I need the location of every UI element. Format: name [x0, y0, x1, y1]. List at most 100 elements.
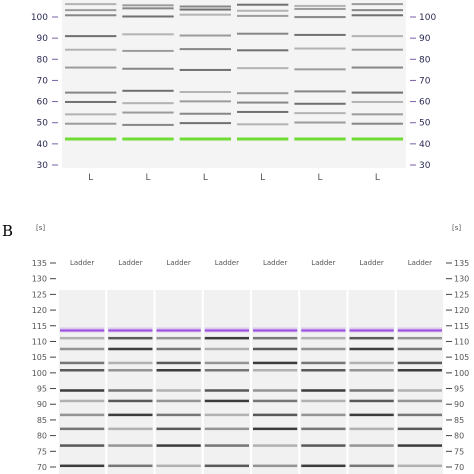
band: [301, 413, 346, 417]
lane-background: [252, 290, 299, 474]
band: [349, 347, 394, 351]
band: [156, 389, 201, 392]
scale-label-right: 130: [454, 275, 469, 284]
scale-label-right: 105: [454, 353, 469, 362]
band: [237, 14, 289, 17]
band: [108, 427, 153, 431]
scale-label-right: 100: [454, 369, 469, 378]
band: [122, 15, 174, 18]
scale-label-left: 115: [32, 322, 47, 331]
band: [301, 427, 346, 431]
band: [351, 113, 403, 116]
band: [156, 369, 201, 372]
band: [351, 100, 403, 103]
band: [349, 399, 394, 403]
band: [301, 369, 346, 372]
band: [349, 427, 394, 431]
band: [351, 66, 403, 69]
band: [237, 49, 289, 52]
scale-label-left: 100: [32, 369, 47, 378]
band: [301, 389, 346, 392]
band: [156, 413, 201, 417]
band: [179, 48, 231, 51]
band: [60, 464, 105, 468]
band: [156, 347, 201, 351]
scale-label-left: 135: [32, 259, 47, 268]
scale-label-right: 85: [454, 416, 464, 425]
band: [204, 427, 249, 431]
lane-background: [107, 290, 154, 474]
band: [60, 369, 105, 372]
lane-label: Ladder: [70, 259, 94, 267]
scale-label-left: 95: [37, 385, 47, 394]
band: [349, 444, 394, 447]
marker-band: [397, 329, 442, 332]
scale-label-right: 80: [419, 55, 431, 65]
lane-a-4: [237, 3, 289, 141]
band: [156, 444, 201, 447]
scale-label-right: 95: [454, 385, 464, 394]
band: [122, 67, 174, 70]
band: [237, 101, 289, 104]
band: [253, 369, 298, 372]
lane-label: L: [88, 173, 93, 183]
lane-background: [348, 290, 395, 474]
band: [349, 369, 394, 372]
marker-band: [351, 137, 403, 141]
gel-panel-a: L L L L L L 100 100 90 90 80 80 70 70 60 60 50 50 40 40 30 30: [0, 0, 474, 185]
band: [351, 91, 403, 94]
band: [65, 113, 117, 116]
band: [179, 13, 231, 16]
band: [60, 347, 105, 351]
band: [253, 464, 298, 468]
band: [397, 399, 442, 403]
band: [349, 336, 394, 340]
band: [108, 361, 153, 365]
band: [122, 4, 174, 7]
scale-label-right: 90: [454, 400, 464, 409]
marker-band: [108, 329, 153, 332]
band: [156, 464, 201, 468]
band: [108, 464, 153, 468]
band: [397, 427, 442, 431]
lane-label: Ladder: [408, 259, 432, 267]
lane-label: L: [145, 173, 150, 183]
lane-label: Ladder: [311, 259, 335, 267]
band: [108, 369, 153, 372]
band: [122, 7, 174, 10]
marker-band: [60, 329, 105, 332]
band: [397, 444, 442, 447]
band: [294, 121, 346, 124]
band: [349, 413, 394, 417]
band: [122, 111, 174, 114]
scale-label-left: 120: [32, 306, 47, 315]
band: [60, 413, 105, 417]
lane-background: [155, 290, 202, 474]
scale-label-left: 80: [37, 432, 47, 441]
band: [301, 399, 346, 403]
band: [253, 399, 298, 403]
lane-b-6: [300, 290, 347, 474]
band: [60, 361, 105, 365]
band: [122, 102, 174, 105]
unit-label-right: [s]: [452, 224, 461, 232]
band: [301, 361, 346, 365]
band: [349, 361, 394, 365]
band: [108, 444, 153, 447]
scale-label-left: 130: [32, 275, 47, 284]
scale-label-right: 70: [454, 463, 464, 472]
band: [108, 389, 153, 392]
band: [204, 389, 249, 392]
band: [237, 9, 289, 12]
scale-label-right: 80: [454, 432, 464, 441]
band: [351, 3, 403, 6]
lane-label: L: [260, 173, 265, 183]
band: [397, 336, 442, 340]
band: [237, 67, 289, 70]
band: [65, 14, 117, 17]
scale-label-left: 105: [32, 353, 47, 362]
band: [253, 389, 298, 392]
scale-label-left: 80: [37, 55, 49, 65]
band: [301, 464, 346, 468]
band: [60, 427, 105, 431]
